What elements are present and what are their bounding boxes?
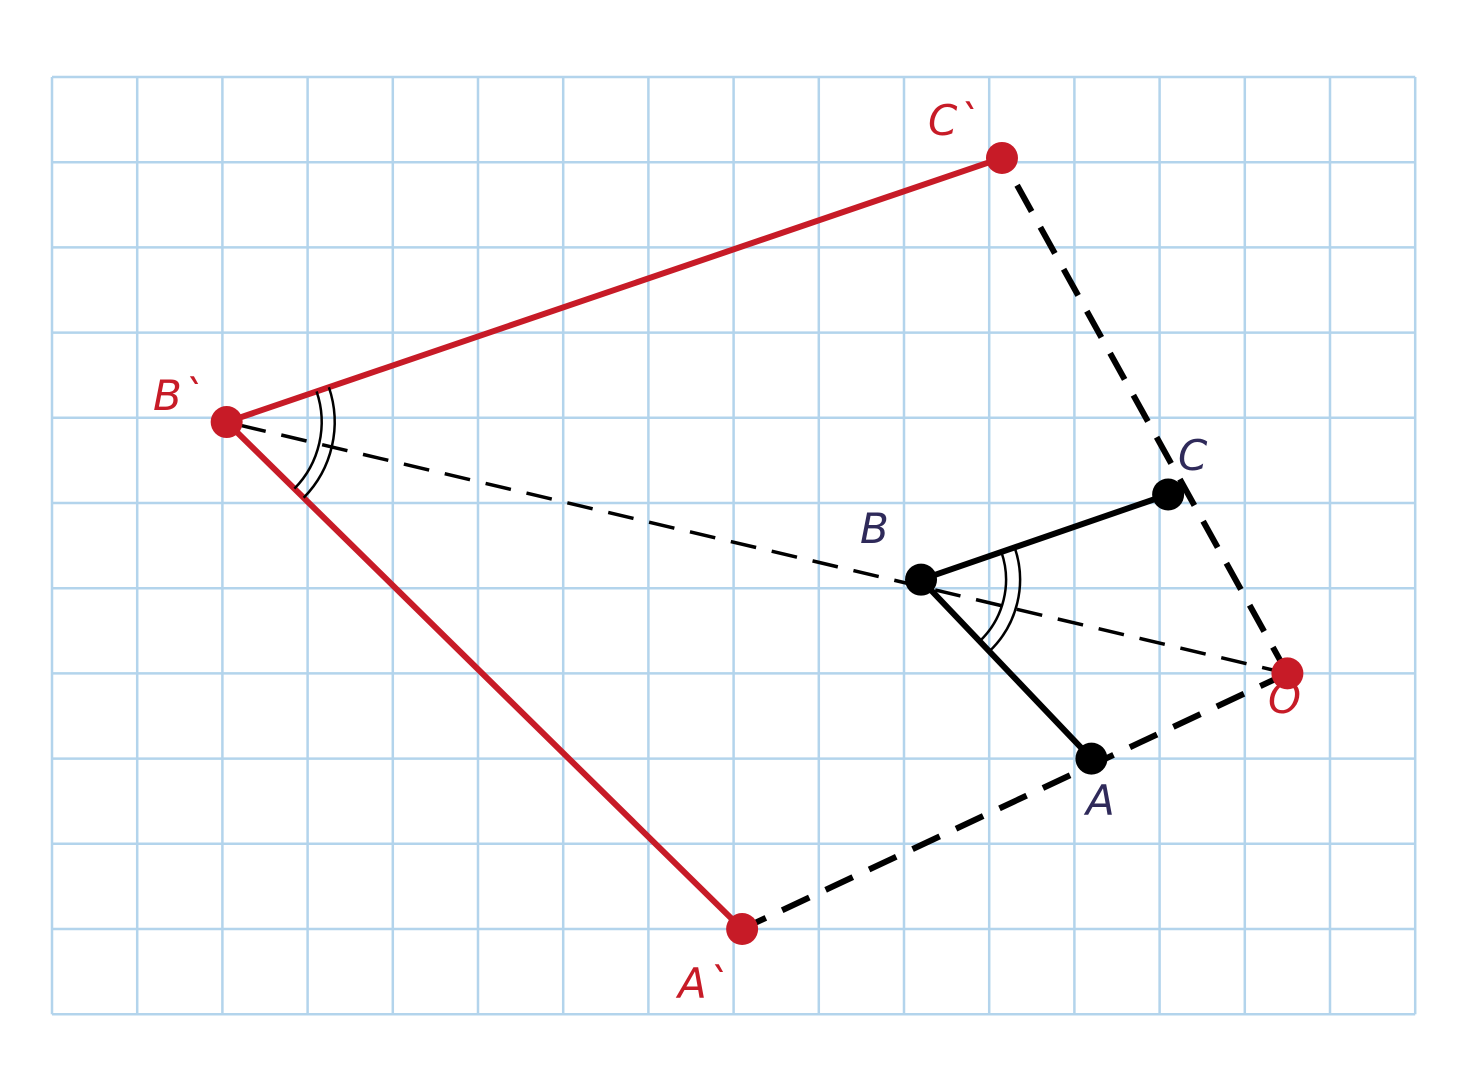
ray-O-B-prime	[226, 420, 1288, 676]
ray-O-A-prime	[740, 670, 1289, 932]
label-A: A	[1083, 776, 1115, 825]
segment-B-C	[920, 491, 1170, 583]
label-B-prime: B`	[153, 371, 203, 420]
angle-arc	[302, 386, 336, 499]
angle-mark-B	[978, 547, 1022, 653]
segment-B-prime-A-prime	[224, 419, 745, 932]
point-A-prime	[726, 913, 759, 945]
label-A-prime: A`	[675, 959, 728, 1008]
point-A	[1075, 742, 1108, 775]
label-C: C	[1178, 431, 1208, 480]
label-B: B	[860, 504, 889, 553]
point-C-prime	[985, 141, 1018, 174]
label-C-prime: C`	[928, 96, 978, 145]
point-B	[905, 563, 938, 596]
point-C	[1152, 478, 1185, 511]
point-B-prime	[210, 406, 243, 439]
label-O: O	[1268, 674, 1301, 723]
angle-arc	[988, 547, 1022, 653]
segment-B-A	[918, 577, 1094, 761]
ray-O-C-prime	[999, 156, 1291, 675]
angle-mark-B-prime	[293, 386, 336, 499]
angle-arc	[293, 391, 323, 490]
segment-B-prime-C-prime	[225, 155, 1003, 425]
point-O	[1271, 657, 1304, 690]
angle-arc	[978, 551, 1008, 643]
